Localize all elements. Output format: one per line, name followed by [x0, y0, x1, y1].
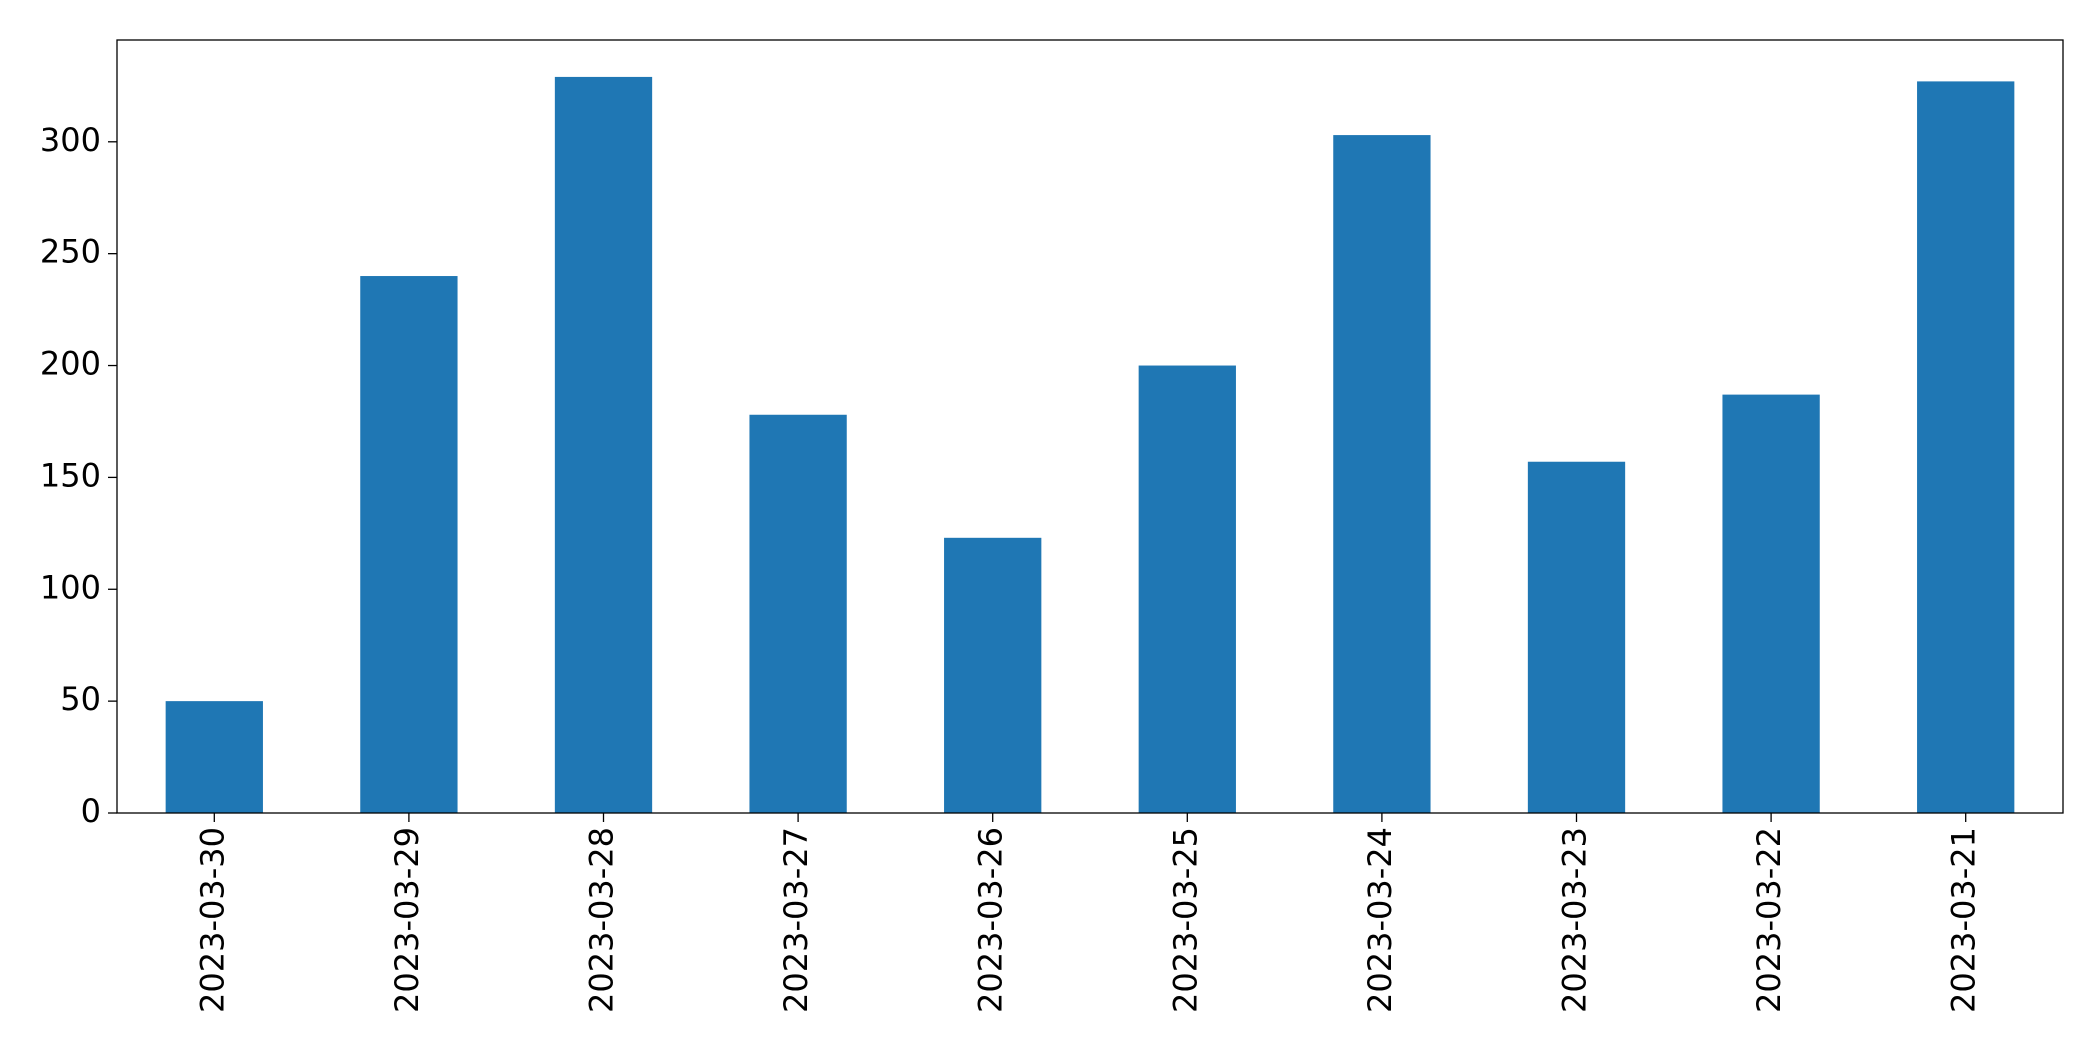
x-tick-label: 2023-03-26 [972, 827, 1010, 1013]
bar [1722, 394, 1820, 813]
x-tick-label: 2023-03-23 [1556, 827, 1594, 1013]
x-tick-label: 2023-03-29 [388, 827, 426, 1013]
x-tick-label: 2023-03-24 [1361, 827, 1399, 1013]
x-tick-label: 2023-03-22 [1750, 827, 1788, 1013]
bar [554, 76, 653, 813]
bar [749, 414, 847, 813]
x-tick-label: 2023-03-27 [777, 827, 815, 1013]
bar [1333, 135, 1431, 813]
bar [165, 701, 263, 813]
y-tick-label: 300 [40, 121, 101, 159]
x-tick-label: 2023-03-25 [1166, 827, 1204, 1013]
axes-frame [116, 39, 2064, 814]
y-tick-label: 200 [40, 345, 101, 383]
y-tick-label: 150 [40, 456, 101, 494]
x-tick-label: 2023-03-21 [1945, 827, 1983, 1013]
y-tick-label: 100 [40, 568, 101, 606]
bar [1527, 461, 1626, 813]
y-tick-label: 50 [60, 680, 101, 718]
bar [1917, 81, 2015, 813]
x-tick-label: 2023-03-28 [583, 827, 621, 1013]
bar [1138, 365, 1236, 813]
y-tick-label: 0 [81, 792, 101, 830]
bar [360, 276, 458, 813]
y-tick-label: 250 [40, 233, 101, 271]
x-tick-label: 2023-03-30 [193, 827, 231, 1013]
bar [944, 537, 1042, 813]
